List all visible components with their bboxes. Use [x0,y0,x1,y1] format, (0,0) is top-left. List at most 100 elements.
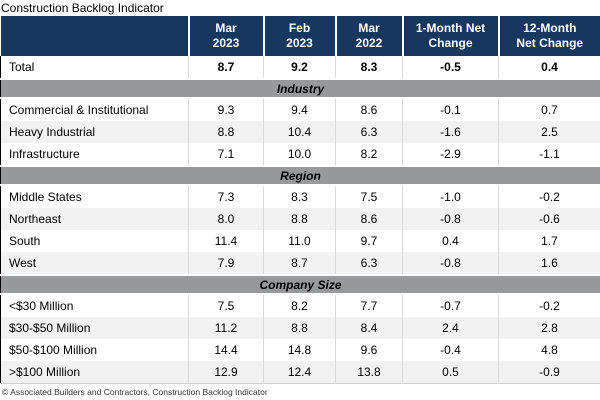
value-cell: 1.6 [498,252,600,275]
value-cell: 2.4 [402,317,499,339]
value-cell: 7.5 [335,185,403,208]
value-cell: 8.3 [335,56,403,79]
value-cell: -0.8 [402,208,499,230]
value-cell: 10.4 [263,121,336,143]
value-cell: -1.6 [402,121,499,143]
value-cell: 6.3 [335,252,403,275]
value-cell: 0.5 [402,361,499,384]
value-cell: -0.2 [498,294,600,317]
value-cell: 2.5 [498,121,600,143]
row-label: <$30 Million [0,294,189,317]
value-cell: 8.7 [188,56,264,79]
column-header-line: 12-Month [523,21,577,35]
backlog-table: Mar 2023 Feb 2023 Mar 2022 1-Month Net Change 12… [0,16,600,384]
value-cell: 13.8 [335,361,403,384]
column-header-line: 2022 [355,36,383,50]
table-row-30-million: <$30 Million 7.5 8.2 7.7 -0.7 -0.2 [0,294,600,317]
page-title: Construction Backlog Indicator [1,1,164,15]
value-cell: 8.2 [335,143,403,166]
table-row-west: West 7.9 8.7 6.3 -0.8 1.6 [0,252,600,275]
value-cell: -0.5 [402,56,499,79]
row-label: $30-$50 Million [0,317,189,339]
row-label: Heavy Industrial [0,121,189,143]
total-row: Total 8.7 9.2 8.3 -0.5 0.4 [0,56,600,79]
value-cell: 8.8 [263,208,336,230]
value-cell: 8.8 [188,121,264,143]
column-header-line: Net Change [516,36,584,50]
value-cell: 7.1 [188,143,264,166]
value-cell: 11.4 [188,230,264,252]
row-label: South [0,230,189,252]
table-row-south: South 11.4 11.0 9.7 0.4 1.7 [0,230,600,252]
corner-header [0,16,189,56]
value-cell: -1.0 [402,185,499,208]
value-cell: 9.6 [335,339,403,361]
table-row-commercial-institutional: Commercial & Institutional 9.3 9.4 8.6 -0.1 0… [0,98,600,121]
value-cell: 9.2 [263,56,336,79]
value-cell: -0.7 [402,294,499,317]
column-header-mar-2022: Mar 2022 [334,16,403,56]
table-row-50-100-million: $50-$100 Million 14.4 14.8 9.6 -0.4 4.8 [0,339,600,361]
table-row-middle-states: Middle States 7.3 8.3 7.5 -1.0 -0.2 [0,185,600,208]
value-cell: -0.2 [498,185,600,208]
value-cell: -0.1 [402,98,499,121]
value-cell: 0.4 [402,230,499,252]
value-cell: 0.7 [498,98,600,121]
value-cell: 8.8 [263,317,336,339]
value-cell: -0.8 [402,252,499,275]
value-cell: 2.8 [498,317,600,339]
table-row-100-million: >$100 Million 12.9 12.4 13.8 0.5 -0.9 [0,361,600,384]
table-row-30-50-million: $30-$50 Million 11.2 8.8 8.4 2.4 2.8 [0,317,600,339]
section-header-company-size: Company Size [0,274,600,295]
row-label: West [0,252,189,275]
value-cell: 8.6 [335,98,403,121]
value-cell: 7.5 [188,294,264,317]
row-label: Northeast [0,208,189,230]
value-cell: 11.0 [263,230,336,252]
table-row-heavy-industrial: Heavy Industrial 8.8 10.4 6.3 -1.6 2.5 [0,121,600,143]
value-cell: 9.4 [263,98,336,121]
column-header-12-month-net-change: 12-Month Net Change [497,16,600,56]
column-header-line: Mar [358,21,380,35]
value-cell: 8.2 [263,294,336,317]
table-header: Mar 2023 Feb 2023 Mar 2022 1-Month Net Change 12… [0,16,600,56]
header-row: Mar 2023 Feb 2023 Mar 2022 1-Month Net Change 12… [0,16,600,56]
column-header-line: Change [428,36,473,50]
row-label: $50-$100 Million [0,339,189,361]
value-cell: 1.7 [498,230,600,252]
value-cell: 0.4 [498,56,600,79]
copyright-footer: © Associated Builders and Contractors, C… [2,387,268,397]
value-cell: -0.6 [498,208,600,230]
value-cell: 6.3 [335,121,403,143]
value-cell: 14.4 [188,339,264,361]
value-cell: 7.3 [188,185,264,208]
column-header-line: 1-Month Net [415,21,486,35]
value-cell: 14.8 [263,339,336,361]
section-header-industry: Industry [0,78,600,99]
column-header-line: 2023 [286,36,313,50]
row-label: Middle States [0,185,189,208]
value-cell: 9.7 [335,230,403,252]
column-header-mar-2023: Mar 2023 [187,16,264,56]
column-header-line: 2023 [212,36,240,50]
value-cell: -2.9 [402,143,499,166]
value-cell: 9.3 [188,98,264,121]
value-cell: -1.1 [498,143,600,166]
section-row-region: Region [0,165,600,186]
table-body: Total 8.7 9.2 8.3 -0.5 0.4 Industry Commercial … [0,56,600,384]
column-header-1-month-net-change: 1-Month Net Change [401,16,499,56]
section-row-company-size: Company Size [0,274,600,295]
row-label: >$100 Million [0,361,189,384]
value-cell: 10.0 [263,143,336,166]
section-header-region: Region [0,165,600,186]
row-label: Commercial & Institutional [0,98,189,121]
table-row-northeast: Northeast 8.0 8.8 8.6 -0.8 -0.6 [0,208,600,230]
value-cell: 11.2 [188,317,264,339]
value-cell: 7.9 [188,252,264,275]
value-cell: 8.6 [335,208,403,230]
column-header-line: Mar [215,21,237,35]
value-cell: 8.0 [188,208,264,230]
table-row-infrastructure: Infrastructure 7.1 10.0 8.2 -2.9 -1.1 [0,143,600,166]
value-cell: 8.3 [263,185,336,208]
value-cell: 7.7 [335,294,403,317]
